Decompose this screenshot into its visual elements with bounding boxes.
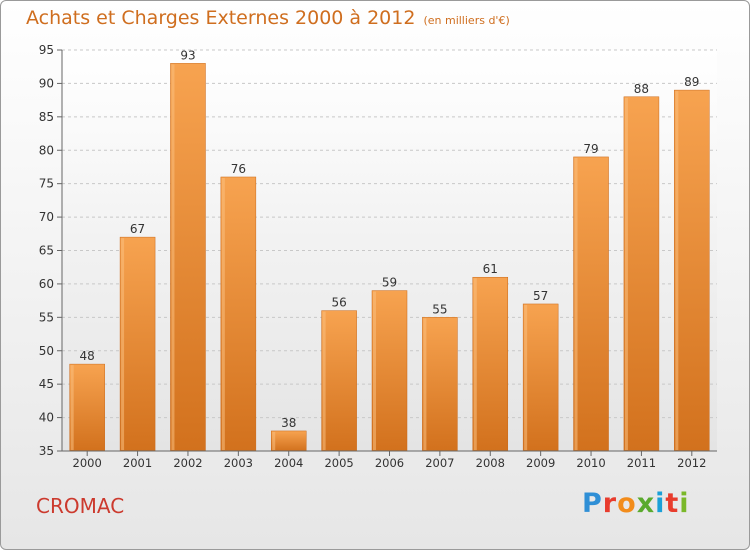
bar-2007 <box>422 317 458 452</box>
bar-highlight <box>624 97 628 451</box>
x-tick-label-2005: 2005 <box>324 456 353 470</box>
commune-name: CROMAC <box>36 494 125 518</box>
x-tick-label-2011: 2011 <box>627 456 656 470</box>
y-tick-label: 55 <box>39 310 54 324</box>
y-tick-label: 50 <box>39 344 54 358</box>
x-axis: 2000 2001 2002 2003 2004 2005 2006 2007 2008 2009… <box>62 450 717 470</box>
x-tick-label-2007: 2007 <box>425 456 454 470</box>
y-tick-label: 45 <box>39 377 54 391</box>
bar-value-label-2000: 48 <box>80 349 95 363</box>
y-tick-label: 85 <box>39 110 54 124</box>
bar-value-label-2002: 93 <box>180 48 195 62</box>
bar-highlight <box>373 291 376 450</box>
bar-2006 <box>371 290 408 452</box>
bar-2001 <box>119 236 156 452</box>
y-tick-label: 95 <box>39 43 54 57</box>
y-tick-label: 90 <box>39 76 54 90</box>
bar-highlight <box>574 157 578 450</box>
x-tick-label-2010: 2010 <box>576 456 605 470</box>
bar-value-label-2001: 67 <box>130 222 145 236</box>
bar-highlight <box>473 278 477 450</box>
logo-letter: t <box>665 488 680 519</box>
bar-value-label-2003: 76 <box>231 162 246 176</box>
bar-highlight <box>675 91 679 450</box>
x-tick-label-2003: 2003 <box>224 456 253 470</box>
chart-title-text: Achats et Charges Externes 2000 à 2012 <box>26 7 416 29</box>
y-tick-label: 65 <box>39 244 54 258</box>
chart-title: Achats et Charges Externes 2000 à 2012 (e… <box>26 7 510 29</box>
logo-letter: x <box>636 488 656 519</box>
bar-value-label-2005: 56 <box>331 296 346 310</box>
chart-subtitle: (en milliers d'€) <box>423 14 510 27</box>
bar-highlight <box>221 177 225 450</box>
x-tick-label-2004: 2004 <box>274 456 303 470</box>
bar-2002 <box>170 63 206 452</box>
bar-value-label-2009: 57 <box>533 289 548 303</box>
x-tick-label-2002: 2002 <box>173 456 202 470</box>
bar-2003 <box>220 176 257 452</box>
bar-value-label-2007: 55 <box>432 302 447 316</box>
bar-highlight <box>322 311 326 450</box>
y-tick-label: 80 <box>39 143 54 157</box>
bar-value-label-2010: 79 <box>583 142 598 156</box>
y-tick-label: 75 <box>39 177 54 191</box>
y-tick-label: 35 <box>39 444 54 458</box>
bar-2005 <box>321 310 357 452</box>
logo-letter: P <box>582 488 603 519</box>
x-tick-label-2006: 2006 <box>375 456 404 470</box>
x-tick-label-2000: 2000 <box>73 456 102 470</box>
bar-value-label-2012: 89 <box>684 75 699 89</box>
bars <box>69 63 710 452</box>
bar-value-labels: 48 67 93 76 38 56 59 55 61 57 79 88 89 <box>80 48 700 430</box>
bar-2011 <box>623 96 660 452</box>
logo-letter: r <box>602 488 618 519</box>
y-tick-label: 60 <box>39 277 54 291</box>
logo-letter: i <box>655 488 666 519</box>
bar-2004 <box>270 430 307 452</box>
y-tick-label: 40 <box>39 411 54 425</box>
bar-value-label-2006: 59 <box>382 276 397 290</box>
bar-highlight <box>70 365 74 450</box>
x-tick-label-2001: 2001 <box>123 456 152 470</box>
proxiti-logo: Proxiti <box>582 488 690 519</box>
x-tick-label-2009: 2009 <box>526 456 555 470</box>
logo-letter: i <box>679 488 690 519</box>
y-tick-label: 70 <box>39 210 54 224</box>
bar-2012 <box>674 89 710 452</box>
logo-letter: o <box>617 488 637 519</box>
bar-2000 <box>69 363 105 452</box>
bar-value-label-2004: 38 <box>281 416 296 430</box>
bar-highlight <box>171 64 175 450</box>
x-tick-label-2012: 2012 <box>677 456 706 470</box>
y-axis: 35 40 45 50 55 60 65 70 75 80 85 90 95 <box>39 43 63 458</box>
bar-2010 <box>573 156 609 452</box>
bar-highlight <box>423 318 427 450</box>
bar-value-label-2011: 88 <box>634 82 649 96</box>
bar-2008 <box>472 276 509 452</box>
x-tick-label-2008: 2008 <box>476 456 505 470</box>
bar-highlight <box>121 238 125 450</box>
bar-highlight <box>524 304 528 450</box>
bar-highlight <box>272 431 276 450</box>
bar-value-label-2008: 61 <box>483 262 498 276</box>
bar-2009 <box>522 303 559 452</box>
